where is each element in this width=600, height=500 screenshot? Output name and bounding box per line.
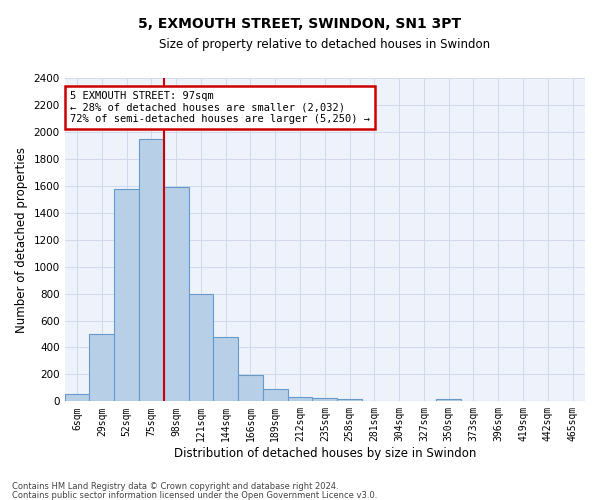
Bar xyxy=(362,400,387,402)
Bar xyxy=(65,394,89,402)
Bar xyxy=(263,389,287,402)
Text: Contains HM Land Registry data © Crown copyright and database right 2024.: Contains HM Land Registry data © Crown c… xyxy=(12,482,338,491)
Bar xyxy=(287,396,313,402)
Text: 5, EXMOUTH STREET, SWINDON, SN1 3PT: 5, EXMOUTH STREET, SWINDON, SN1 3PT xyxy=(139,18,461,32)
Bar xyxy=(313,398,337,402)
Bar xyxy=(238,375,263,402)
Bar xyxy=(214,336,238,402)
Bar xyxy=(89,334,114,402)
Bar xyxy=(188,294,214,402)
Bar xyxy=(139,138,164,402)
Text: 5 EXMOUTH STREET: 97sqm
← 28% of detached houses are smaller (2,032)
72% of semi: 5 EXMOUTH STREET: 97sqm ← 28% of detache… xyxy=(70,91,370,124)
Y-axis label: Number of detached properties: Number of detached properties xyxy=(15,146,28,332)
Title: Size of property relative to detached houses in Swindon: Size of property relative to detached ho… xyxy=(159,38,490,51)
X-axis label: Distribution of detached houses by size in Swindon: Distribution of detached houses by size … xyxy=(173,447,476,460)
Text: Contains public sector information licensed under the Open Government Licence v3: Contains public sector information licen… xyxy=(12,490,377,500)
Bar xyxy=(436,398,461,402)
Bar xyxy=(164,187,188,402)
Bar xyxy=(114,188,139,402)
Bar xyxy=(337,398,362,402)
Bar xyxy=(387,400,412,402)
